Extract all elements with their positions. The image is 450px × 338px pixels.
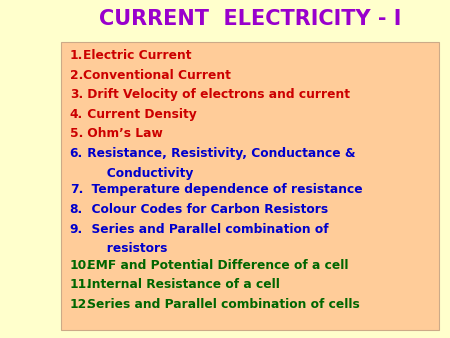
Text: 1.: 1. bbox=[70, 49, 83, 62]
Text: 10.: 10. bbox=[70, 259, 92, 272]
Text: 7.: 7. bbox=[70, 183, 83, 196]
Text: Temperature dependence of resistance: Temperature dependence of resistance bbox=[83, 183, 363, 196]
Text: 4.: 4. bbox=[70, 108, 83, 121]
Text: Internal Resistance of a cell: Internal Resistance of a cell bbox=[83, 279, 280, 291]
Text: Series and Parallel combination of: Series and Parallel combination of bbox=[83, 222, 329, 236]
Text: 6.: 6. bbox=[70, 147, 83, 160]
Text: resistors: resistors bbox=[94, 242, 168, 255]
Text: EMF and Potential Difference of a cell: EMF and Potential Difference of a cell bbox=[83, 259, 349, 272]
Text: Drift Velocity of electrons and current: Drift Velocity of electrons and current bbox=[83, 88, 350, 101]
Text: 8.: 8. bbox=[70, 203, 83, 216]
Text: 2.: 2. bbox=[70, 69, 83, 81]
Text: Ohm’s Law: Ohm’s Law bbox=[83, 127, 163, 140]
Text: 9.: 9. bbox=[70, 222, 83, 236]
Text: Resistance, Resistivity, Conductance &: Resistance, Resistivity, Conductance & bbox=[83, 147, 356, 160]
Text: Electric Current: Electric Current bbox=[83, 49, 192, 62]
Text: 11.: 11. bbox=[70, 279, 92, 291]
Text: Conventional Current: Conventional Current bbox=[83, 69, 231, 81]
Text: 3.: 3. bbox=[70, 88, 83, 101]
Text: 5.: 5. bbox=[70, 127, 83, 140]
Text: Series and Parallel combination of cells: Series and Parallel combination of cells bbox=[83, 298, 360, 311]
Bar bbox=[61, 42, 439, 330]
Text: Colour Codes for Carbon Resistors: Colour Codes for Carbon Resistors bbox=[83, 203, 328, 216]
Text: 12.: 12. bbox=[70, 298, 92, 311]
Text: CURRENT  ELECTRICITY - I: CURRENT ELECTRICITY - I bbox=[99, 8, 401, 29]
Text: Current Density: Current Density bbox=[83, 108, 197, 121]
Text: Conductivity: Conductivity bbox=[94, 167, 194, 179]
